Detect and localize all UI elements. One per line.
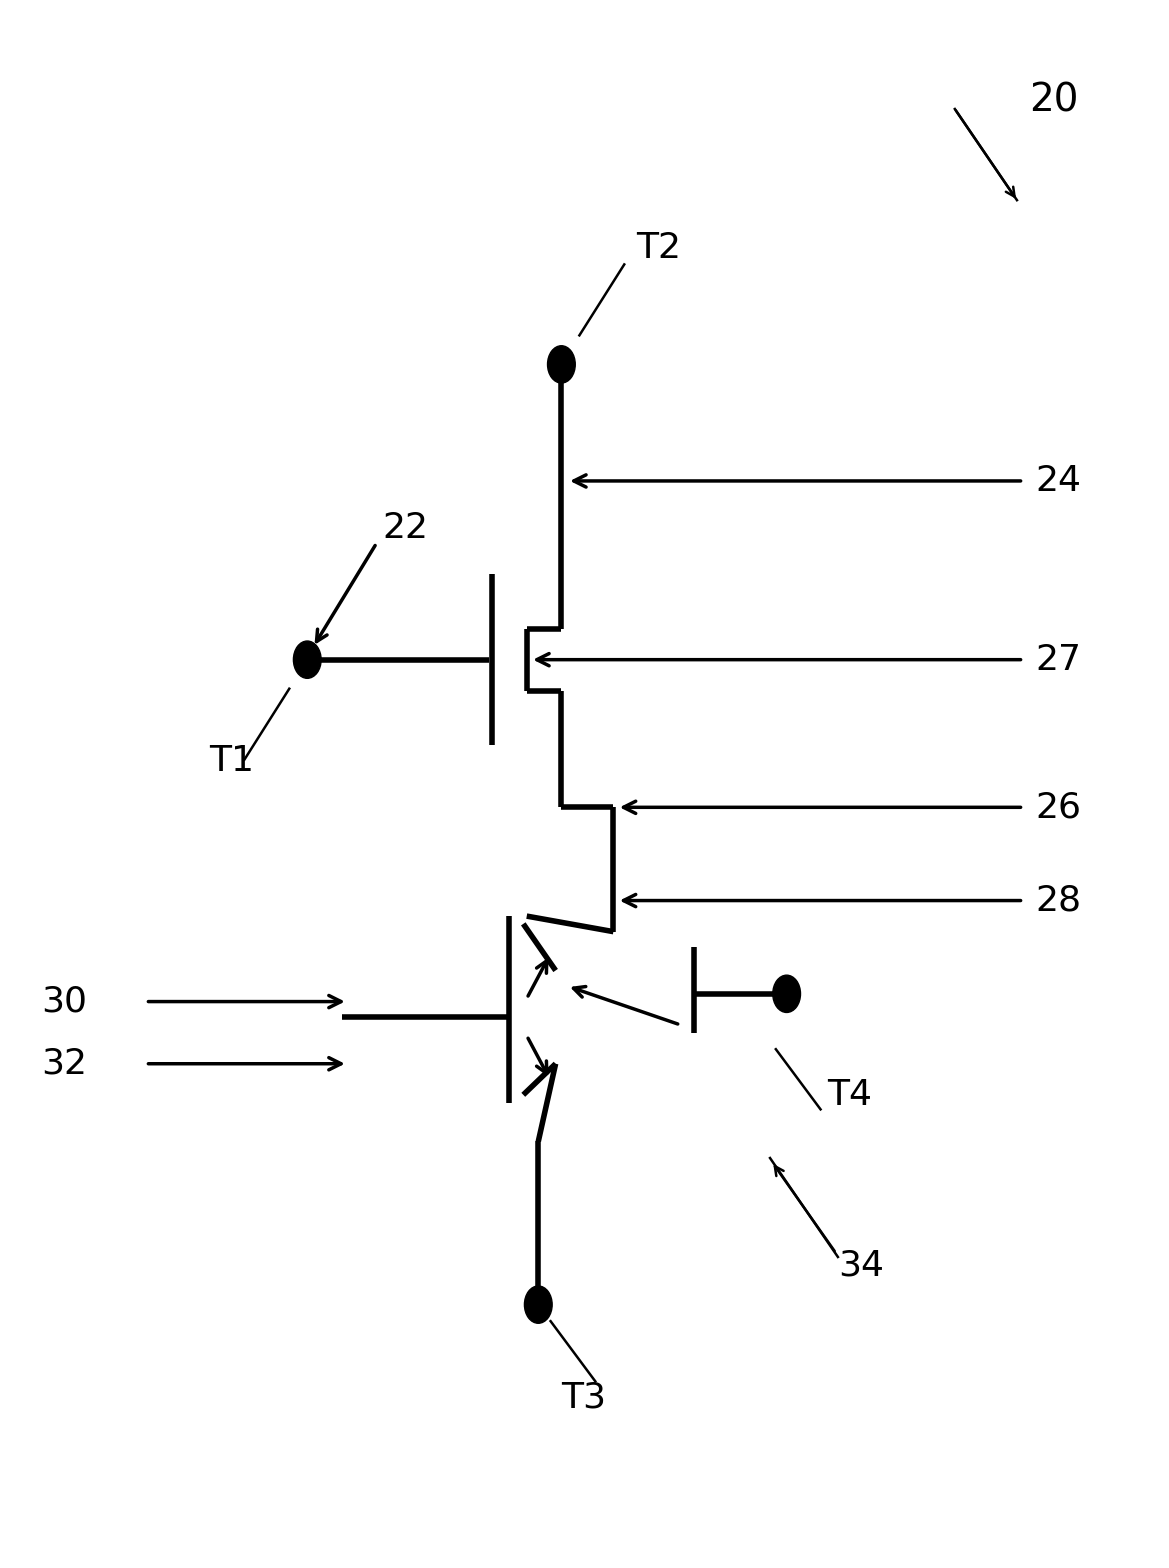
Text: 20: 20 <box>1029 82 1079 119</box>
Text: 26: 26 <box>1035 790 1081 825</box>
Text: 24: 24 <box>1035 464 1081 499</box>
Text: T4: T4 <box>828 1077 872 1112</box>
Text: 27: 27 <box>1035 643 1081 677</box>
Text: T1: T1 <box>209 743 254 778</box>
Text: T2: T2 <box>636 230 682 265</box>
Text: 22: 22 <box>382 511 428 544</box>
Circle shape <box>773 975 801 1013</box>
Circle shape <box>547 345 575 383</box>
Text: 32: 32 <box>42 1047 88 1080</box>
Text: 34: 34 <box>838 1248 885 1283</box>
Circle shape <box>525 1286 552 1323</box>
Circle shape <box>293 641 321 679</box>
Text: T3: T3 <box>561 1381 607 1414</box>
Text: 28: 28 <box>1035 883 1081 917</box>
Text: 30: 30 <box>42 985 88 1019</box>
